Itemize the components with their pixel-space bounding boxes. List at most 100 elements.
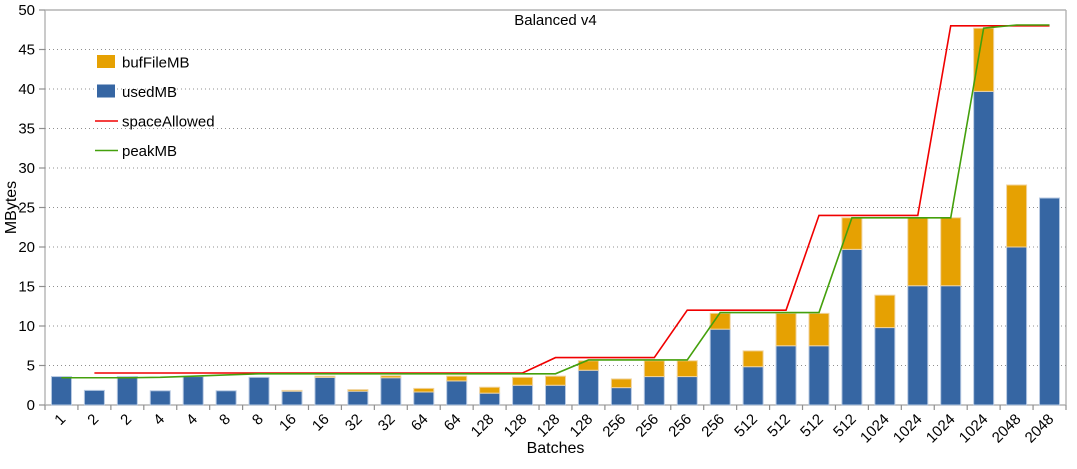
- chart-title: Balanced v4: [514, 12, 597, 29]
- bar-usedmb: [610, 387, 632, 406]
- bar-usedmb: [479, 392, 501, 406]
- bar-buffilemb: [314, 375, 336, 378]
- bar-buffilemb: [1006, 184, 1028, 248]
- y-tick-label: 20: [18, 239, 35, 256]
- y-tick-label: 15: [18, 279, 35, 296]
- x-tick-label: 2048: [989, 411, 1025, 447]
- y-tick-label: 35: [18, 121, 35, 138]
- legend-label-spaceallowed: spaceAllowed: [122, 114, 215, 131]
- legend-swatch-buffilemb: [97, 55, 115, 68]
- bar-buffilemb: [380, 375, 402, 379]
- y-tick-label: 5: [27, 358, 35, 375]
- x-tick-label: 4: [183, 411, 201, 429]
- x-tick-label: 512: [764, 411, 794, 441]
- x-tick-label: 8: [216, 411, 234, 429]
- x-tick-label: 128: [534, 411, 564, 441]
- bar-usedmb: [512, 384, 534, 406]
- y-tick-label: 0: [27, 397, 35, 414]
- legend-label-peakmb: peakMB: [122, 143, 177, 160]
- space-allowed-line: [94, 24, 1050, 374]
- bar-usedmb: [709, 328, 731, 406]
- bar-buffilemb: [446, 375, 468, 382]
- bar-buffilemb: [512, 376, 534, 386]
- bar-buffilemb: [479, 386, 501, 394]
- x-tick-label: 512: [830, 411, 860, 441]
- bar-usedmb: [116, 376, 138, 406]
- y-tick-label: 10: [18, 318, 35, 335]
- x-tick-label: 512: [797, 411, 827, 441]
- bar-buffilemb: [775, 312, 797, 347]
- y-tick-label: 45: [18, 42, 35, 59]
- bar-usedmb: [380, 377, 402, 406]
- bar-usedmb: [841, 248, 863, 406]
- x-tick-label: 512: [731, 411, 761, 441]
- y-tick-label: 30: [18, 160, 35, 177]
- legend-swatch-usedmb: [97, 84, 115, 98]
- bar-usedmb: [676, 376, 698, 406]
- x-tick-label: 128: [567, 411, 597, 441]
- bar-usedmb: [742, 366, 764, 406]
- y-tick-label: 50: [18, 2, 35, 19]
- bar-usedmb: [446, 380, 468, 406]
- bar-usedmb: [413, 391, 435, 406]
- bar-buffilemb: [643, 360, 665, 378]
- bar-usedmb: [808, 345, 830, 406]
- bar-buffilemb: [281, 389, 303, 392]
- bar-usedmb: [215, 390, 237, 406]
- bar-buffilemb: [973, 27, 995, 92]
- bar-usedmb: [314, 376, 336, 406]
- bar-usedmb: [149, 390, 171, 406]
- legend-label-usedmb: usedMB: [122, 84, 177, 101]
- bar-usedmb: [182, 376, 204, 406]
- bar-usedmb: [50, 376, 72, 406]
- x-tick-label: 256: [632, 411, 662, 441]
- bar-usedmb: [83, 389, 105, 406]
- x-tick-label: 32: [342, 411, 366, 435]
- bar-usedmb: [643, 376, 665, 406]
- x-tick-label: 1024: [857, 411, 893, 447]
- bar-usedmb: [281, 390, 303, 406]
- x-tick-label: 4: [150, 411, 168, 429]
- bar-usedmb: [874, 327, 896, 406]
- x-tick-label: 256: [698, 411, 728, 441]
- bar-buffilemb: [413, 387, 435, 393]
- bar-usedmb: [907, 285, 929, 406]
- bar-usedmb: [973, 90, 995, 406]
- bar-buffilemb: [940, 217, 962, 287]
- x-tick-label: 16: [309, 411, 333, 435]
- x-tick-label: 16: [276, 411, 300, 435]
- x-tick-label: 128: [468, 411, 498, 441]
- x-tick-label: 128: [501, 411, 531, 441]
- x-tick-label: 256: [665, 411, 695, 441]
- x-tick-label: 1024: [923, 411, 959, 447]
- x-axis-label: Batches: [527, 440, 585, 457]
- x-tick-label: 32: [375, 411, 399, 435]
- bar-usedmb: [1006, 246, 1028, 406]
- bar-usedmb: [1039, 197, 1061, 406]
- bar-buffilemb: [610, 378, 632, 389]
- x-tick-label: 1: [51, 411, 69, 429]
- bar-buffilemb: [347, 389, 369, 392]
- y-axis-label: MBytes: [3, 181, 20, 234]
- bar-buffilemb: [545, 375, 566, 386]
- x-tick-label: 2: [84, 411, 102, 429]
- x-tick-label: 256: [599, 411, 629, 441]
- x-tick-label: 8: [249, 411, 267, 429]
- bar-usedmb: [248, 376, 270, 406]
- bar-buffilemb: [841, 217, 863, 250]
- bar-usedmb: [940, 285, 962, 406]
- bar-usedmb: [347, 390, 369, 406]
- bar-buffilemb: [874, 294, 896, 329]
- bar-usedmb: [545, 384, 566, 406]
- x-tick-label: 2048: [1022, 411, 1058, 447]
- bar-buffilemb: [676, 360, 698, 378]
- y-tick-label: 25: [18, 200, 35, 217]
- bar-buffilemb: [742, 350, 764, 368]
- bar-buffilemb: [808, 312, 830, 347]
- x-tick-label: 2: [117, 411, 135, 429]
- x-tick-label: 64: [441, 411, 465, 435]
- x-tick-label: 1024: [890, 411, 926, 447]
- bar-buffilemb: [907, 217, 929, 287]
